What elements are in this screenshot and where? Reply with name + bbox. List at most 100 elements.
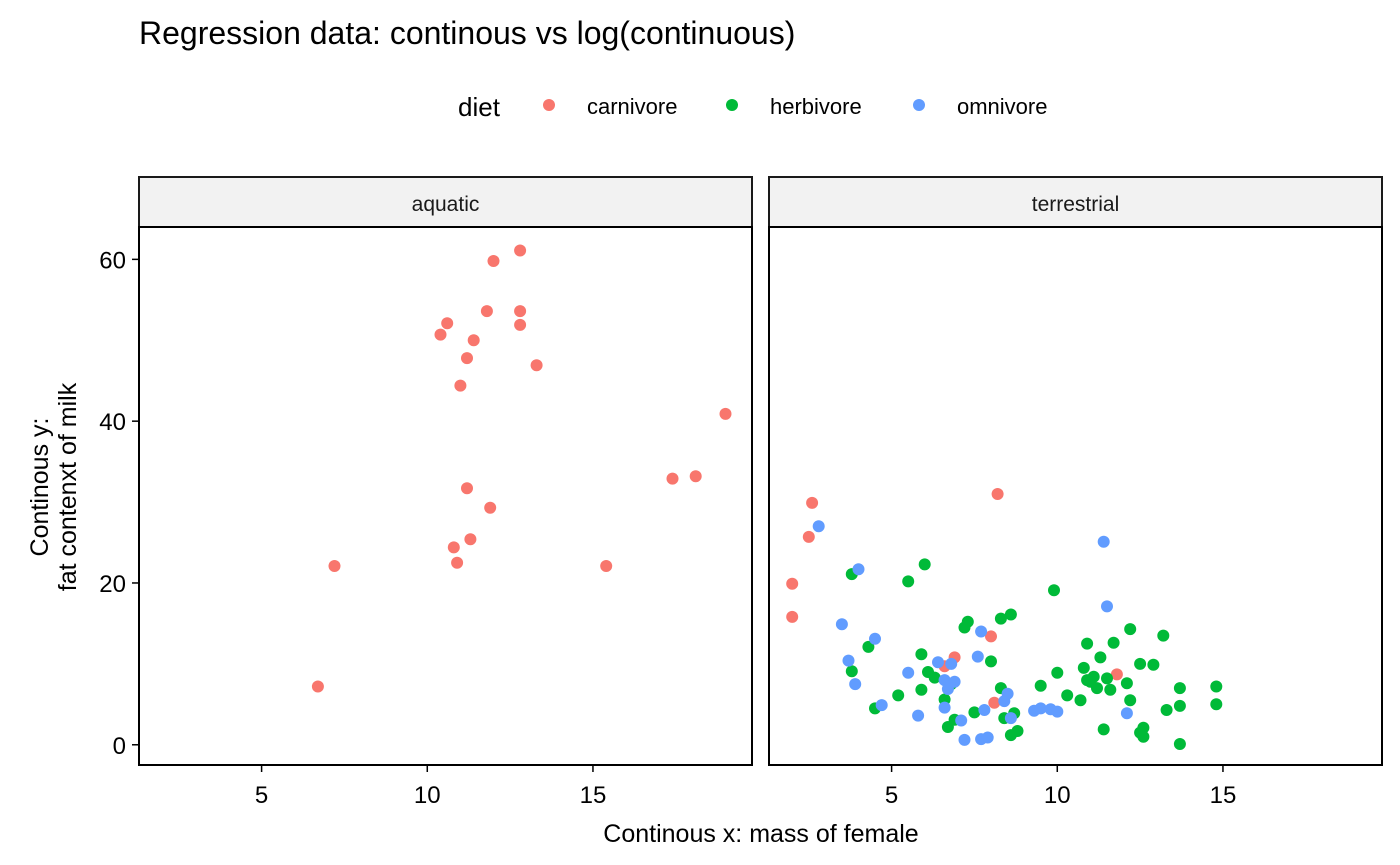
data-point-carnivore bbox=[311, 680, 324, 693]
data-point-omnivore bbox=[1051, 705, 1064, 718]
panel-border-aquatic bbox=[138, 226, 753, 766]
data-point-omnivore bbox=[958, 733, 971, 746]
data-point-herbivore bbox=[1173, 699, 1186, 712]
y-tick-label: 40 bbox=[99, 409, 126, 436]
y-axis-title-line-1: Continous y: bbox=[26, 418, 54, 557]
data-point-herbivore bbox=[1160, 704, 1173, 716]
data-point-omnivore bbox=[948, 675, 961, 688]
data-point-omnivore bbox=[842, 654, 855, 667]
data-point-herbivore bbox=[1210, 680, 1223, 693]
legend-key-herbivore bbox=[726, 99, 738, 111]
data-point-herbivore bbox=[1101, 672, 1113, 685]
data-point-herbivore bbox=[915, 648, 928, 661]
data-point-carnivore bbox=[786, 577, 799, 590]
data-point-omnivore bbox=[835, 618, 848, 631]
data-point-carnivore bbox=[451, 556, 464, 569]
data-point-omnivore bbox=[1101, 600, 1113, 613]
data-point-herbivore bbox=[1147, 658, 1160, 671]
data-point-carnivore bbox=[786, 610, 799, 623]
facet-label-aquatic: aquatic bbox=[412, 193, 480, 216]
data-point-carnivore bbox=[600, 560, 613, 572]
data-point-herbivore bbox=[1091, 682, 1103, 695]
data-point-carnivore bbox=[991, 488, 1004, 500]
data-point-carnivore bbox=[454, 379, 467, 392]
data-point-herbivore bbox=[1061, 689, 1074, 702]
data-point-herbivore bbox=[1087, 670, 1100, 683]
x-tick-label: 15 bbox=[1210, 782, 1237, 809]
legend-title: diet bbox=[458, 92, 501, 122]
data-point-herbivore bbox=[1124, 694, 1137, 707]
data-point-herbivore bbox=[1173, 682, 1186, 695]
legend-label-omnivore: omnivore bbox=[957, 94, 1047, 119]
data-point-omnivore bbox=[975, 625, 988, 638]
y-tick-label: 20 bbox=[99, 571, 126, 598]
data-point-carnivore bbox=[461, 482, 473, 495]
data-point-herbivore bbox=[1048, 584, 1060, 597]
data-point-carnivore bbox=[689, 470, 702, 483]
legend-label-carnivore: carnivore bbox=[587, 94, 677, 119]
panel-terrestrial: terrestrial 5 10 15 bbox=[768, 176, 1383, 809]
data-point-carnivore bbox=[806, 496, 819, 509]
data-point-omnivore bbox=[849, 678, 862, 691]
data-point-carnivore bbox=[802, 530, 815, 543]
data-point-herbivore bbox=[1034, 679, 1047, 692]
data-point-omnivore bbox=[912, 709, 925, 722]
data-point-carnivore bbox=[434, 328, 447, 341]
x-tick-label: 15 bbox=[580, 782, 607, 809]
data-point-herbivore bbox=[1011, 725, 1024, 737]
facet-strip-aquatic bbox=[138, 176, 753, 228]
facet-panels: aquatic 5 10 15 terrestrial 5 10 15 bbox=[138, 176, 1383, 809]
data-point-herbivore bbox=[1134, 657, 1147, 670]
data-point-herbivore bbox=[1107, 636, 1120, 649]
data-point-carnivore bbox=[328, 560, 341, 572]
y-ticks: 0 20 40 60 bbox=[99, 247, 139, 760]
data-point-omnivore bbox=[1097, 535, 1110, 548]
data-point-herbivore bbox=[1157, 629, 1170, 642]
data-point-omnivore bbox=[1034, 702, 1047, 715]
data-point-herbivore bbox=[918, 558, 931, 571]
data-point-omnivore bbox=[812, 520, 825, 533]
data-point-herbivore bbox=[968, 706, 981, 719]
panel-aquatic: aquatic 5 10 15 bbox=[138, 176, 753, 809]
data-point-carnivore bbox=[530, 359, 543, 372]
data-point-omnivore bbox=[875, 699, 888, 712]
data-point-herbivore bbox=[1137, 721, 1150, 734]
x-tick-label: 5 bbox=[885, 782, 898, 809]
x-tick-label: 10 bbox=[414, 782, 441, 809]
data-point-herbivore bbox=[1097, 723, 1110, 736]
data-point-herbivore bbox=[862, 640, 875, 653]
data-point-omnivore bbox=[1004, 712, 1017, 725]
data-point-herbivore bbox=[1094, 651, 1107, 664]
legend-key-omnivore bbox=[913, 99, 925, 111]
x-tick-label: 10 bbox=[1044, 782, 1071, 809]
data-point-omnivore bbox=[1001, 687, 1014, 700]
data-point-omnivore bbox=[981, 731, 994, 744]
data-point-herbivore bbox=[1077, 661, 1090, 674]
data-point-herbivore bbox=[1173, 738, 1186, 750]
data-point-carnivore bbox=[480, 305, 493, 318]
legend-label-herbivore: herbivore bbox=[770, 94, 862, 119]
data-point-herbivore bbox=[961, 615, 974, 628]
facet-strip-terrestrial bbox=[768, 176, 1383, 228]
y-axis-title-line-2: fat contenxt of milk bbox=[54, 382, 82, 591]
x-tick-label: 5 bbox=[255, 782, 268, 809]
data-point-carnivore bbox=[985, 630, 997, 643]
data-point-carnivore bbox=[487, 255, 500, 267]
x-axis-title: Continous x: mass of female bbox=[603, 820, 918, 848]
legend: diet carnivore herbivore omnivore bbox=[458, 92, 1047, 122]
data-point-omnivore bbox=[978, 704, 991, 716]
data-point-herbivore bbox=[892, 689, 905, 702]
data-point-carnivore bbox=[461, 352, 473, 365]
chart-title: Regression data: continous vs log(contin… bbox=[139, 15, 795, 51]
data-point-carnivore bbox=[514, 244, 527, 257]
data-point-herbivore bbox=[902, 575, 915, 588]
data-point-herbivore bbox=[1137, 730, 1150, 743]
data-point-carnivore bbox=[666, 472, 679, 485]
data-point-herbivore bbox=[1124, 623, 1137, 636]
data-point-carnivore bbox=[988, 696, 1001, 709]
data-point-carnivore bbox=[441, 317, 454, 330]
data-point-herbivore bbox=[1081, 637, 1094, 650]
panel-border-terrestrial bbox=[768, 226, 1383, 766]
